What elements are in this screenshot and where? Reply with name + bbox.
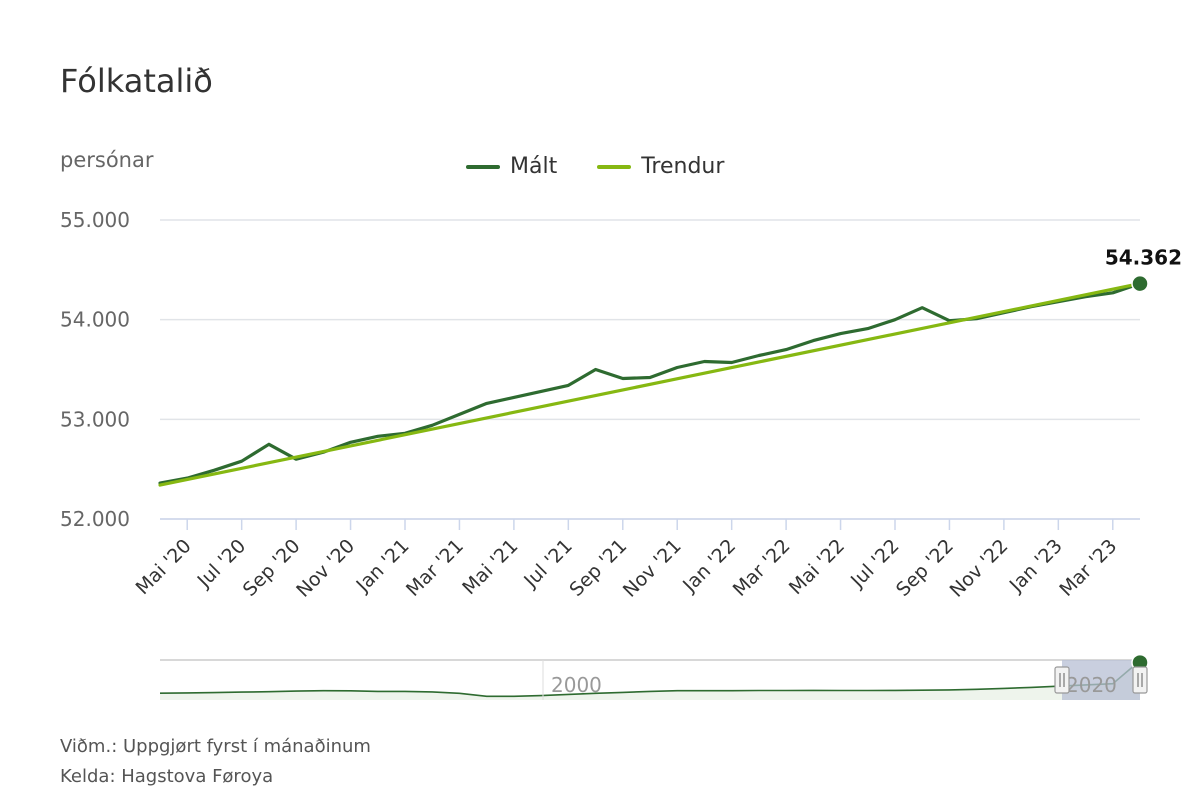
last-point-marker[interactable] (1131, 274, 1149, 293)
x-tick-label: Mai '22 (785, 535, 849, 599)
y-tick-label: 54.000 (60, 308, 130, 332)
navigator-label-2020: 2020 (1066, 673, 1117, 697)
legend-swatch-trend (597, 164, 632, 169)
y-tick-label: 52.000 (60, 507, 130, 531)
chart-notes: Viðm.: Uppgjørt fyrst í mánaðinum Kelda:… (60, 732, 371, 792)
series-layer: 54.362 (158, 246, 1182, 487)
navigator-label-2000: 2000 (551, 673, 602, 697)
source-credit: Kelda: Hagstova Føroya (60, 766, 274, 787)
y-axis-ticks: 52.000 53.000 54.000 55.000 (60, 208, 130, 531)
gridlines (160, 219, 1140, 520)
series-line-trend[interactable] (158, 281, 1142, 487)
x-tick-label: Sep '20 (239, 535, 305, 601)
legend-item-trend[interactable]: Trendur (597, 154, 724, 179)
x-tick-label: Mar '23 (1055, 535, 1121, 601)
y-tick-label: 53.000 (60, 407, 130, 431)
navigator-selection[interactable] (1062, 660, 1140, 700)
y-tick-label: 55.000 (60, 208, 130, 232)
x-tick-label: Nov '22 (946, 535, 1013, 602)
legend-label-trend: Trendur (641, 154, 725, 179)
navigator-handle-right[interactable] (1132, 666, 1148, 694)
x-tick-label: Mar '22 (729, 535, 795, 601)
x-tick-label: Mai '20 (132, 535, 196, 599)
x-tick-label: Sep '21 (565, 535, 631, 601)
x-tick-label: Nov '21 (619, 535, 686, 602)
y-axis-unit-label: persónar (60, 148, 154, 172)
navigator-handle-left[interactable] (1054, 666, 1070, 694)
footnote: Viðm.: Uppgjørt fyrst í mánaðinum (60, 736, 371, 757)
navigator-line (159, 659, 1141, 698)
legend-label-measured: Mált (510, 154, 558, 179)
navigator[interactable]: 2000 2020 (159, 653, 1149, 700)
legend-item-measured[interactable]: Mált (466, 154, 557, 179)
navigator-area (160, 660, 1140, 700)
x-tick-label: Mar '21 (402, 535, 468, 601)
x-tick-label: Mai '21 (458, 535, 522, 599)
legend: Mált Trendur (466, 154, 724, 179)
legend-swatch-measured (466, 164, 500, 169)
x-tick-label: Sep '22 (892, 535, 958, 601)
last-point-label: 54.362 (1105, 246, 1182, 270)
chart-title: Fólkatalið (60, 62, 213, 100)
x-tick-label: Nov '20 (292, 535, 359, 602)
